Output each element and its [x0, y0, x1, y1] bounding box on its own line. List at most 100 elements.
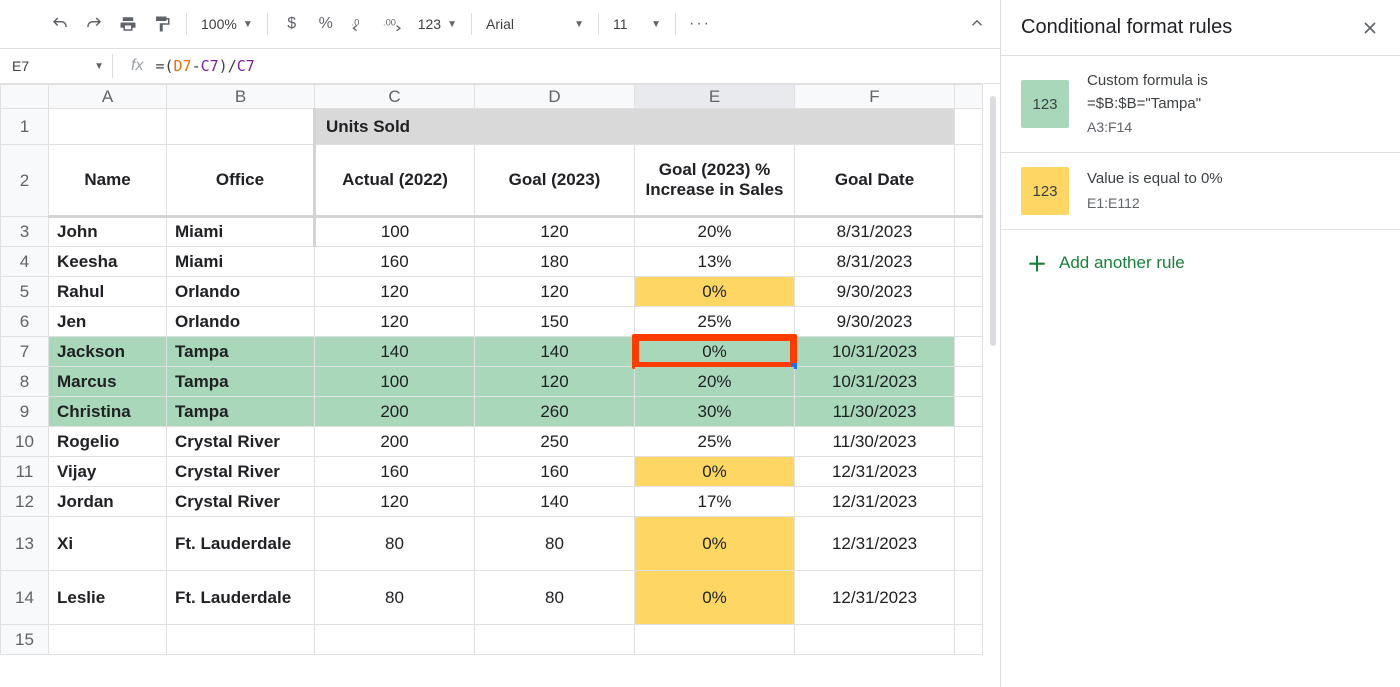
- increase-decimal-button[interactable]: .00: [378, 8, 410, 40]
- cell[interactable]: Tampa: [167, 397, 315, 427]
- cell[interactable]: John: [49, 217, 167, 247]
- cell[interactable]: 250: [475, 427, 635, 457]
- cell[interactable]: [955, 367, 983, 397]
- cell[interactable]: 12/31/2023: [795, 517, 955, 571]
- cell[interactable]: Marcus: [49, 367, 167, 397]
- cell[interactable]: Orlando: [167, 307, 315, 337]
- cell[interactable]: 120: [315, 277, 475, 307]
- row-header[interactable]: 10: [1, 427, 49, 457]
- cell[interactable]: 0%: [635, 571, 795, 625]
- font-dropdown[interactable]: Arial▼: [480, 16, 590, 32]
- cell[interactable]: [955, 109, 983, 145]
- cell[interactable]: 12/31/2023: [795, 571, 955, 625]
- more-toolbar-button[interactable]: ···: [684, 8, 716, 40]
- close-panel-button[interactable]: [1360, 18, 1380, 38]
- cell[interactable]: 12/31/2023: [795, 487, 955, 517]
- cell[interactable]: [955, 517, 983, 571]
- cell[interactable]: Jordan: [49, 487, 167, 517]
- column-header[interactable]: [1, 85, 49, 109]
- cell[interactable]: [955, 277, 983, 307]
- cell[interactable]: 80: [475, 571, 635, 625]
- cell[interactable]: 80: [315, 517, 475, 571]
- column-header[interactable]: E: [635, 85, 795, 109]
- print-button[interactable]: [112, 8, 144, 40]
- column-header[interactable]: [955, 85, 983, 109]
- cell[interactable]: Actual (2022): [315, 145, 475, 217]
- cell[interactable]: Goal (2023) % Increase in Sales: [635, 145, 795, 217]
- cell[interactable]: Office: [167, 145, 315, 217]
- add-rule-button[interactable]: ＋ Add another rule: [1001, 230, 1400, 295]
- cell[interactable]: Xi: [49, 517, 167, 571]
- cell[interactable]: Goal Date: [795, 145, 955, 217]
- cell[interactable]: [167, 625, 315, 655]
- cell[interactable]: 13%: [635, 247, 795, 277]
- cell[interactable]: 17%: [635, 487, 795, 517]
- cell[interactable]: [49, 109, 167, 145]
- cell[interactable]: Miami: [167, 217, 315, 247]
- cell[interactable]: 80: [475, 517, 635, 571]
- cell[interactable]: Tampa: [167, 367, 315, 397]
- cell[interactable]: 200: [315, 397, 475, 427]
- cell[interactable]: 0%: [635, 277, 795, 307]
- cell[interactable]: [955, 217, 983, 247]
- name-box[interactable]: E7 ▼: [4, 52, 112, 80]
- cell[interactable]: [955, 337, 983, 367]
- cell[interactable]: [315, 625, 475, 655]
- row-header[interactable]: 11: [1, 457, 49, 487]
- cell[interactable]: 260: [475, 397, 635, 427]
- cell[interactable]: [955, 145, 983, 217]
- cell[interactable]: Jen: [49, 307, 167, 337]
- cell[interactable]: Rogelio: [49, 427, 167, 457]
- cell[interactable]: 0%: [635, 457, 795, 487]
- cell[interactable]: 160: [315, 247, 475, 277]
- merged-header-cell[interactable]: Units Sold: [315, 109, 955, 145]
- cell-selected[interactable]: 0%: [635, 337, 795, 367]
- cell[interactable]: 8/31/2023: [795, 217, 955, 247]
- cell[interactable]: 100: [315, 217, 475, 247]
- cell[interactable]: 140: [475, 337, 635, 367]
- cell[interactable]: Jackson: [49, 337, 167, 367]
- cell[interactable]: Miami: [167, 247, 315, 277]
- cell[interactable]: [955, 307, 983, 337]
- spreadsheet-grid[interactable]: ABCDEF1 Units Sold 2 Name Office Actual …: [0, 84, 983, 655]
- cell[interactable]: Crystal River: [167, 487, 315, 517]
- cell[interactable]: [955, 397, 983, 427]
- cell[interactable]: Vijay: [49, 457, 167, 487]
- format-currency-button[interactable]: $: [276, 8, 308, 40]
- cell[interactable]: 25%: [635, 427, 795, 457]
- format-rule[interactable]: 123 Custom formula is =$B:$B="Tampa" A3:…: [1001, 56, 1400, 153]
- column-header[interactable]: C: [315, 85, 475, 109]
- cell[interactable]: 120: [475, 217, 635, 247]
- undo-button[interactable]: [44, 8, 76, 40]
- column-header[interactable]: B: [167, 85, 315, 109]
- cell[interactable]: 25%: [635, 307, 795, 337]
- column-header[interactable]: D: [475, 85, 635, 109]
- cell[interactable]: 20%: [635, 217, 795, 247]
- row-header[interactable]: 12: [1, 487, 49, 517]
- zoom-dropdown[interactable]: 100%▼: [195, 16, 259, 32]
- scrollbar[interactable]: [990, 96, 996, 346]
- cell[interactable]: [955, 457, 983, 487]
- row-header[interactable]: 9: [1, 397, 49, 427]
- more-formats-dropdown[interactable]: 123▼: [412, 16, 463, 32]
- row-header[interactable]: 15: [1, 625, 49, 655]
- cell[interactable]: Name: [49, 145, 167, 217]
- cell[interactable]: Keesha: [49, 247, 167, 277]
- row-header[interactable]: 4: [1, 247, 49, 277]
- cell[interactable]: 30%: [635, 397, 795, 427]
- column-header[interactable]: A: [49, 85, 167, 109]
- cell[interactable]: 11/30/2023: [795, 427, 955, 457]
- format-percent-button[interactable]: %: [310, 8, 342, 40]
- cell[interactable]: 80: [315, 571, 475, 625]
- cell[interactable]: 10/31/2023: [795, 337, 955, 367]
- cell[interactable]: 160: [475, 457, 635, 487]
- cell[interactable]: 10/31/2023: [795, 367, 955, 397]
- cell[interactable]: 140: [315, 337, 475, 367]
- row-header[interactable]: 14: [1, 571, 49, 625]
- cell[interactable]: [49, 625, 167, 655]
- cell[interactable]: 120: [315, 487, 475, 517]
- cell[interactable]: [167, 109, 315, 145]
- cell[interactable]: 180: [475, 247, 635, 277]
- fontsize-dropdown[interactable]: 11▼: [607, 16, 667, 32]
- cell[interactable]: [795, 625, 955, 655]
